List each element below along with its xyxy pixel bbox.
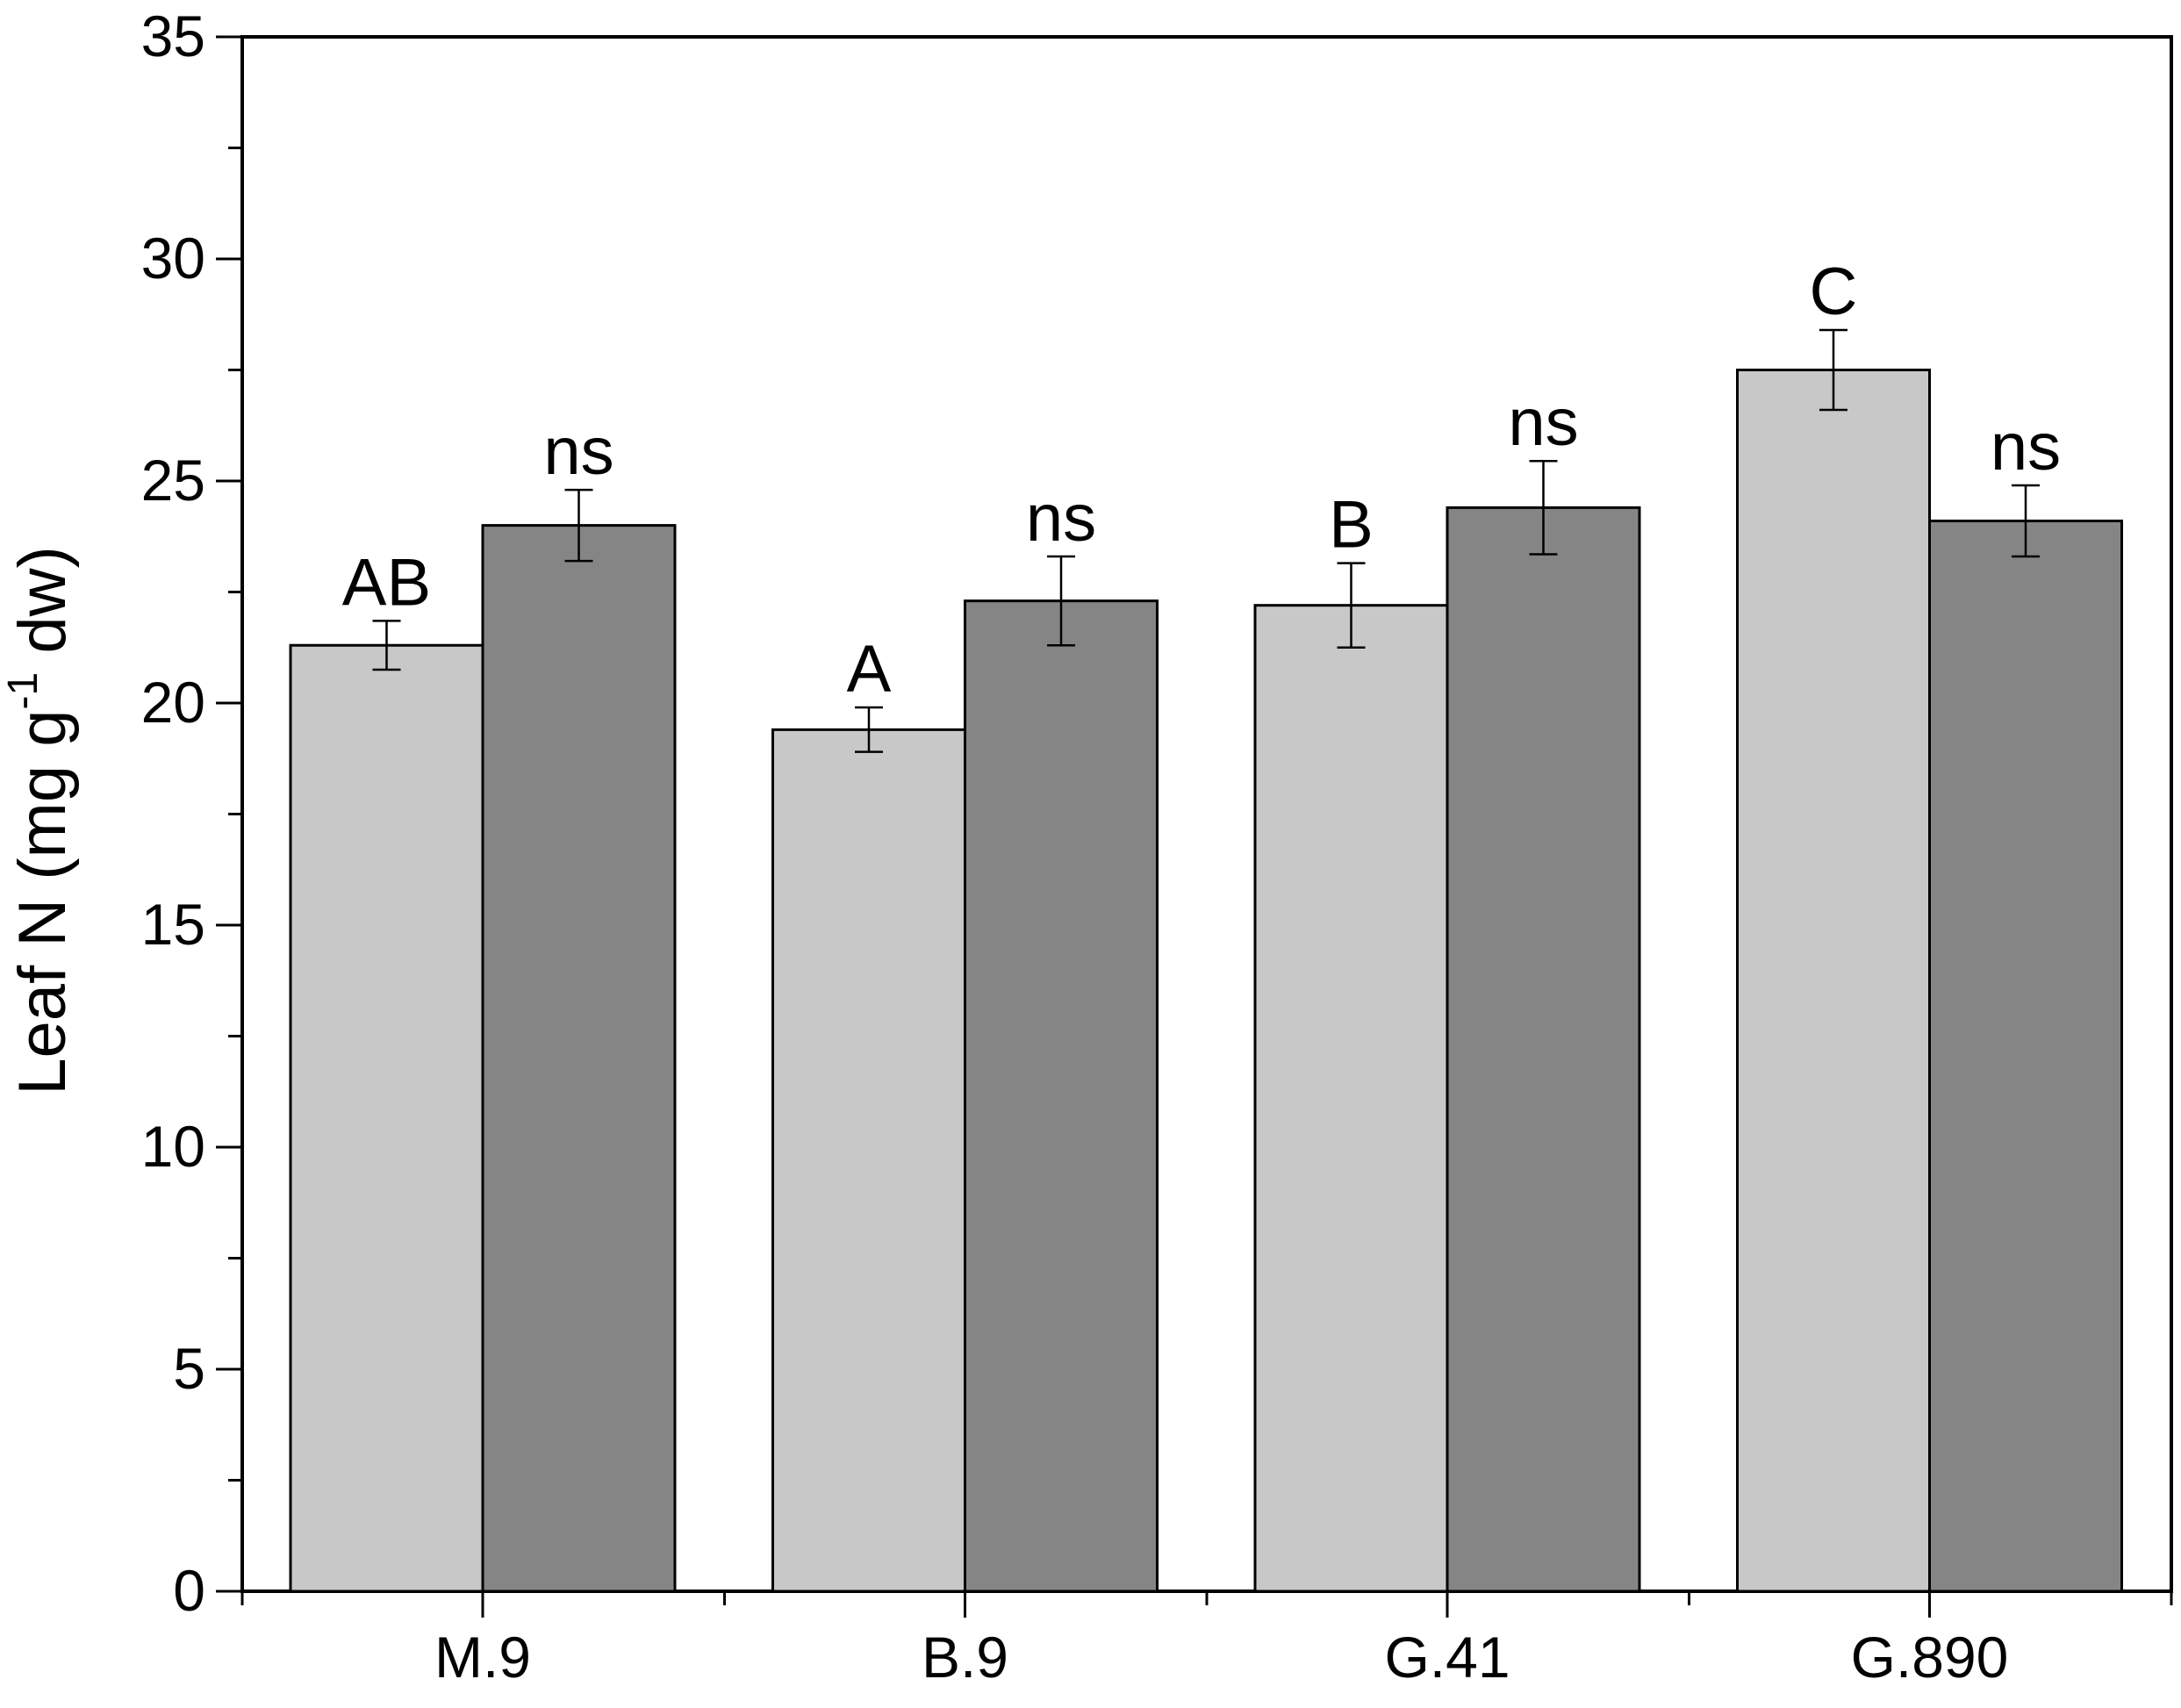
y-axis-title-superscript: -1 xyxy=(0,672,47,710)
bar-G.890-series-1 xyxy=(1736,369,1931,1593)
y-axis-title-suffix: dw) xyxy=(5,546,80,672)
significance-label: B xyxy=(1329,488,1374,563)
x-tick-label: G.41 xyxy=(1384,1625,1510,1690)
significance-label: ns xyxy=(1991,410,2061,484)
y-tick-label: 0 xyxy=(173,1558,205,1623)
y-axis: 0 5 10 15 20 25 30 35 xyxy=(141,4,242,1623)
bars-layer xyxy=(289,369,2123,1593)
y-axis-title: Leaf N (mg g-1 dw) xyxy=(0,546,80,1095)
y-tick-label: 25 xyxy=(141,448,205,513)
bar-G.41-series-1 xyxy=(1253,604,1449,1593)
bar-M.9-series-2 xyxy=(481,524,677,1593)
y-axis-title-main: Leaf N (mg g xyxy=(5,709,80,1094)
y-tick-label: 15 xyxy=(141,892,205,957)
y-tick-label: 20 xyxy=(141,670,205,735)
x-tick-label: M.9 xyxy=(434,1625,531,1690)
y-tick-label: 10 xyxy=(141,1114,205,1179)
bar-G.41-series-2 xyxy=(1446,506,1641,1593)
significance-label: ns xyxy=(543,414,613,489)
significance-label: C xyxy=(1810,255,1858,329)
errorbars-layer xyxy=(372,328,2040,753)
significance-label: A xyxy=(847,632,892,707)
bar-G.890-series-2 xyxy=(1928,520,2123,1593)
significance-label: ns xyxy=(1026,481,1096,556)
y-tick-label: 35 xyxy=(141,4,205,68)
bar-B.9-series-1 xyxy=(771,728,966,1593)
y-tick-label: 5 xyxy=(173,1336,205,1401)
x-tick-label: B.9 xyxy=(922,1625,1008,1690)
bar-M.9-series-1 xyxy=(289,643,484,1593)
x-tick-label: G.890 xyxy=(1851,1625,2009,1690)
bar-B.9-series-2 xyxy=(964,599,1159,1593)
significance-label: ns xyxy=(1508,385,1578,460)
x-axis: M.9 B.9 G.41 G.890 xyxy=(240,1591,2173,1690)
y-tick-label: 30 xyxy=(141,226,205,291)
significance-label: AB xyxy=(342,545,431,620)
